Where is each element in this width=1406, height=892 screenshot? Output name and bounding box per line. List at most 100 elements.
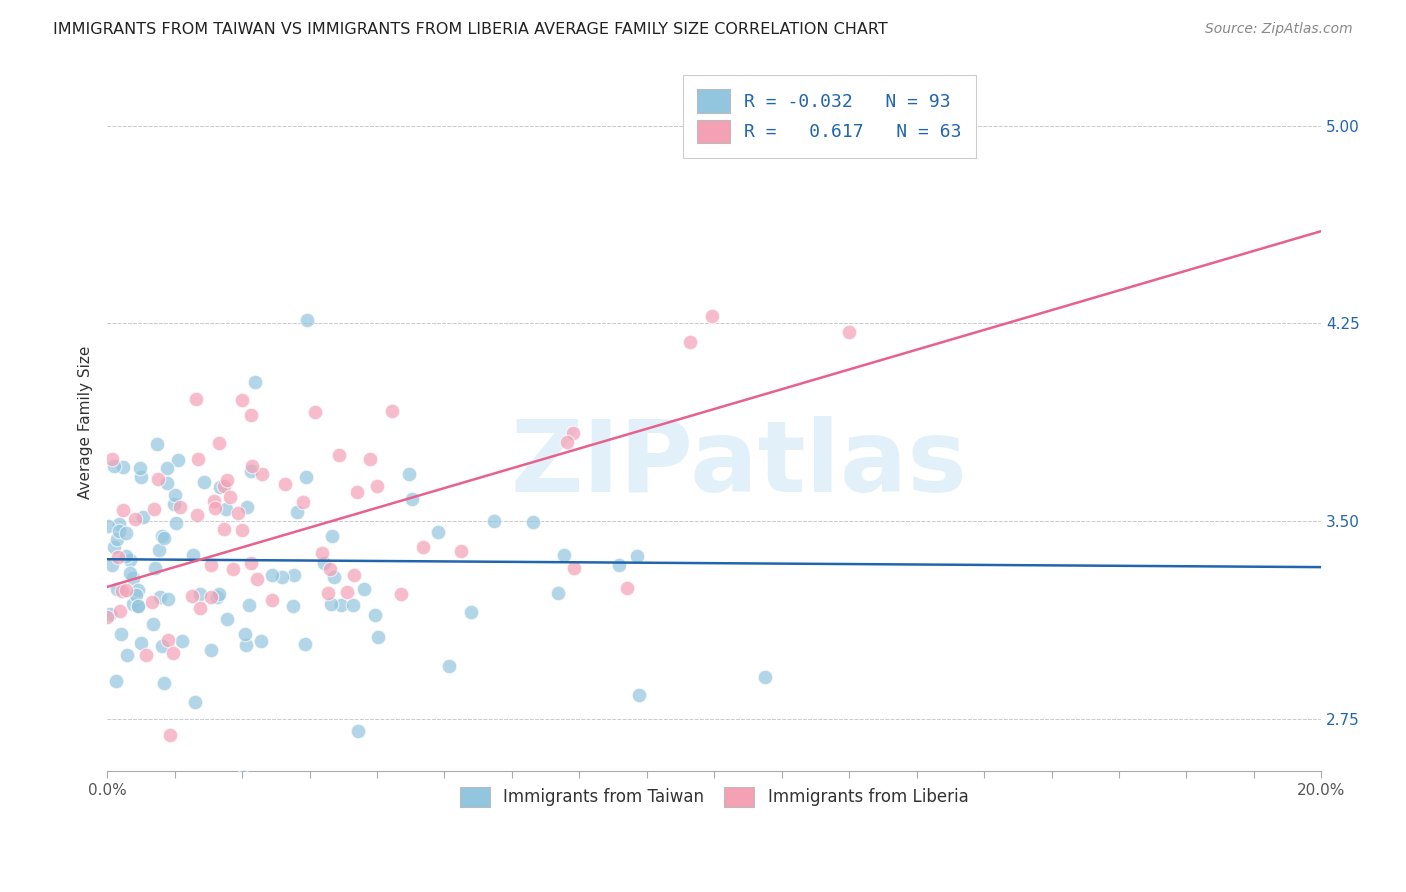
Point [208, 435, 231, 450]
Point [108, 524, 131, 538]
Point [271, 570, 294, 584]
Point [482, 514, 505, 528]
Point [169, 500, 191, 514]
Legend: Immigrants from Taiwan, Immigrants from Liberia: Immigrants from Taiwan, Immigrants from … [451, 779, 977, 815]
Point [207, 587, 229, 601]
Point [607, 558, 630, 573]
Point [127, 599, 149, 613]
Point [148, 543, 170, 558]
Point [316, 586, 339, 600]
Point [353, 582, 375, 597]
Point [141, 595, 163, 609]
Point [217, 612, 239, 626]
Point [122, 571, 145, 585]
Point [150, 639, 173, 653]
Point [146, 472, 169, 486]
Point [295, 313, 318, 327]
Point [115, 549, 138, 563]
Point [142, 616, 165, 631]
Point [250, 467, 273, 481]
Point [342, 598, 364, 612]
Point [120, 566, 142, 580]
Point [245, 376, 267, 390]
Point [366, 479, 388, 493]
Point [101, 452, 124, 467]
Point [304, 405, 326, 419]
Point [460, 605, 482, 619]
Point [118, 553, 141, 567]
Point [181, 548, 204, 562]
Point [232, 770, 254, 784]
Point [343, 567, 366, 582]
Point [380, 404, 402, 418]
Text: ZIPatlas: ZIPatlas [510, 416, 967, 513]
Point [200, 558, 222, 573]
Point [226, 506, 249, 520]
Point [105, 582, 128, 596]
Point [153, 531, 176, 545]
Point [522, 515, 544, 529]
Point [111, 584, 134, 599]
Point [188, 587, 211, 601]
Point [122, 597, 145, 611]
Point [170, 634, 193, 648]
Point [142, 501, 165, 516]
Point [427, 524, 450, 539]
Point [553, 548, 575, 562]
Point [311, 546, 333, 560]
Point [143, 561, 166, 575]
Point [322, 570, 344, 584]
Point [110, 627, 132, 641]
Point [163, 488, 186, 502]
Point [389, 587, 412, 601]
Point [184, 392, 207, 406]
Point [347, 723, 370, 738]
Point [240, 459, 263, 474]
Point [111, 459, 134, 474]
Point [188, 600, 211, 615]
Point [329, 598, 352, 612]
Point [231, 393, 253, 408]
Point [111, 503, 134, 517]
Point [319, 561, 342, 575]
Point [204, 501, 226, 516]
Point [359, 451, 381, 466]
Point [212, 479, 235, 493]
Point [562, 561, 585, 575]
Point [246, 572, 269, 586]
Point [215, 473, 238, 487]
Point [274, 477, 297, 491]
Point [209, 480, 232, 494]
Point [294, 636, 316, 650]
Point [180, 590, 202, 604]
Point [205, 590, 228, 604]
Point [157, 591, 180, 606]
Point [283, 567, 305, 582]
Point [319, 597, 342, 611]
Point [101, 558, 124, 573]
Point [186, 508, 208, 522]
Point [754, 670, 776, 684]
Point [262, 592, 284, 607]
Point [627, 689, 650, 703]
Point [616, 582, 638, 596]
Point [163, 497, 186, 511]
Point [240, 408, 263, 422]
Point [124, 512, 146, 526]
Point [336, 584, 359, 599]
Point [250, 634, 273, 648]
Point [129, 469, 152, 483]
Point [184, 695, 207, 709]
Point [156, 476, 179, 491]
Point [115, 583, 138, 598]
Point [96, 610, 118, 624]
Point [108, 516, 131, 531]
Point [364, 607, 387, 622]
Point [321, 529, 343, 543]
Point [260, 568, 283, 582]
Point [156, 461, 179, 475]
Point [700, 309, 723, 323]
Point [200, 643, 222, 657]
Point [239, 464, 262, 478]
Point [239, 556, 262, 570]
